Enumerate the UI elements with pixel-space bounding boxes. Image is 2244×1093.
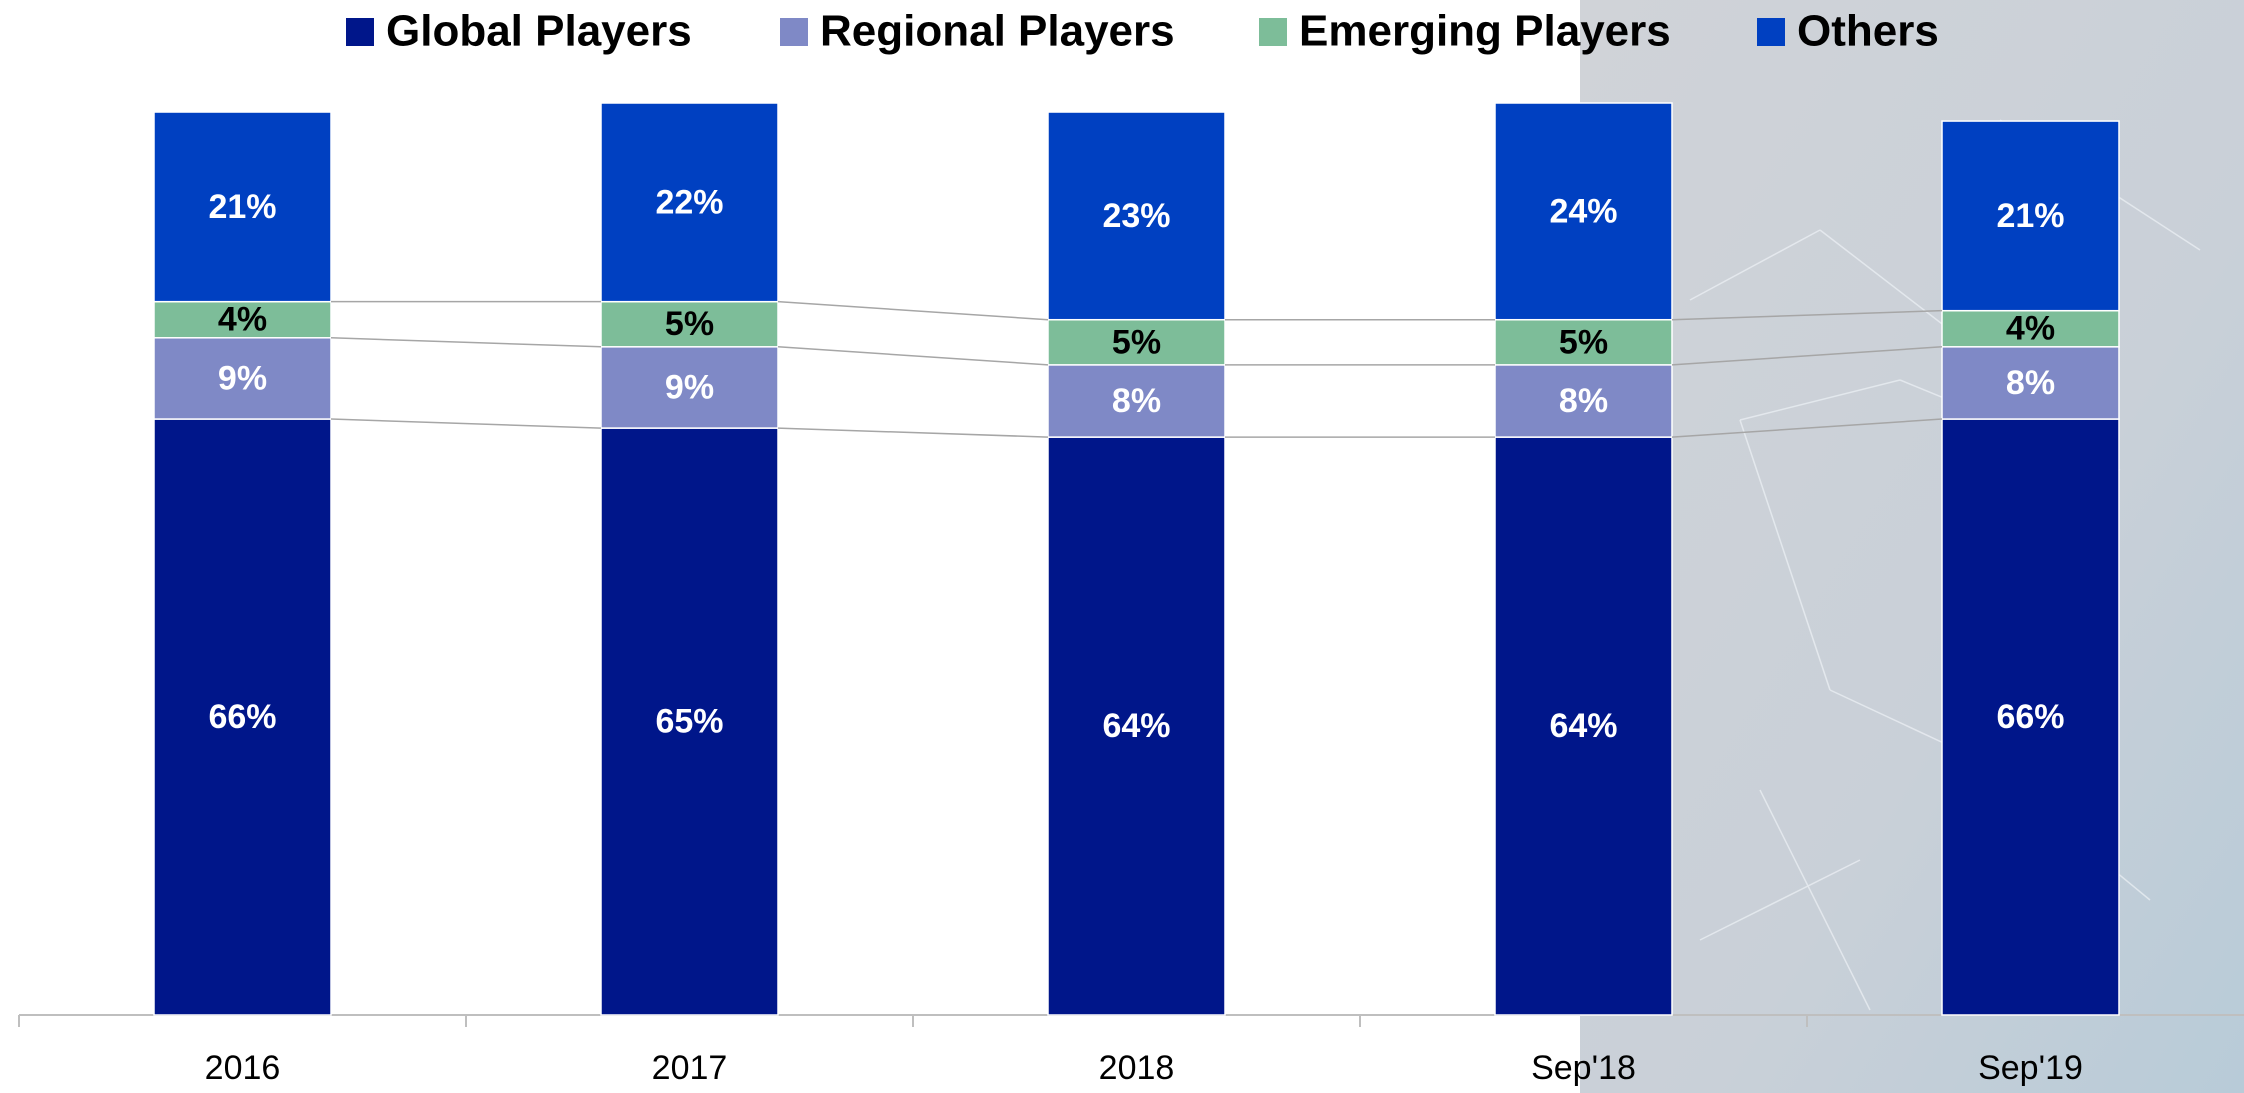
legend-swatch xyxy=(1259,18,1287,46)
data-label: 66% xyxy=(208,698,276,736)
data-label: 24% xyxy=(1549,192,1617,230)
data-label: 5% xyxy=(1559,323,1608,361)
legend-label: Regional Players xyxy=(820,7,1175,56)
data-label: 5% xyxy=(1112,323,1161,361)
data-label: 9% xyxy=(218,359,267,397)
data-label: 64% xyxy=(1549,707,1617,745)
x-tick-label: Sep'18 xyxy=(1531,1049,1636,1087)
series-connector xyxy=(1671,309,1943,321)
data-label: 5% xyxy=(665,305,714,343)
data-label: 23% xyxy=(1102,197,1170,235)
bar-segment xyxy=(1047,364,1226,438)
bar-segment xyxy=(153,300,332,339)
legend-label: Global Players xyxy=(386,7,692,56)
bar-segment xyxy=(600,346,779,429)
series-connector xyxy=(1671,418,1943,438)
series-connector xyxy=(777,427,1049,438)
bar-segment xyxy=(1494,318,1673,366)
bar-segment xyxy=(1047,436,1226,1016)
legend-swatch xyxy=(1757,18,1785,46)
data-label: 8% xyxy=(1559,382,1608,420)
series-connector xyxy=(1671,346,1943,366)
bar-segment xyxy=(1941,418,2120,1016)
bar-segment xyxy=(153,111,332,303)
data-label: 9% xyxy=(665,368,714,406)
legend-label: Emerging Players xyxy=(1299,7,1671,56)
bar-segment xyxy=(1047,111,1226,321)
data-label: 64% xyxy=(1102,707,1170,745)
data-label: 21% xyxy=(208,188,276,226)
x-tick-label: 2017 xyxy=(652,1049,728,1087)
series-connector xyxy=(330,337,602,348)
data-label: 4% xyxy=(218,301,267,339)
bar-segment xyxy=(1941,120,2120,312)
series-connector xyxy=(777,346,1049,366)
data-label: 22% xyxy=(655,183,723,221)
legend-swatch xyxy=(780,18,808,46)
legend-swatch xyxy=(346,18,374,46)
series-connector xyxy=(330,418,602,429)
background-image xyxy=(1580,0,2244,1093)
data-label: 66% xyxy=(1996,698,2064,736)
bar-segment xyxy=(1494,102,1673,321)
data-label: 65% xyxy=(655,703,723,741)
x-tick-label: 2016 xyxy=(205,1049,281,1087)
bar-segment xyxy=(1941,309,2120,348)
bar-segment xyxy=(1494,364,1673,438)
legend-label: Others xyxy=(1797,7,1939,56)
data-label: 8% xyxy=(2006,364,2055,402)
data-label: 4% xyxy=(2006,310,2055,348)
bar-segment xyxy=(600,427,779,1016)
bar-segment xyxy=(1494,436,1673,1016)
bar-segment xyxy=(153,418,332,1016)
bar-segment xyxy=(600,102,779,303)
x-tick-label: Sep'19 xyxy=(1978,1049,2083,1087)
data-label: 21% xyxy=(1996,197,2064,235)
series-connector xyxy=(777,300,1049,321)
x-tick-label: 2018 xyxy=(1099,1049,1175,1087)
data-label: 8% xyxy=(1112,382,1161,420)
bar-segment xyxy=(153,337,332,420)
